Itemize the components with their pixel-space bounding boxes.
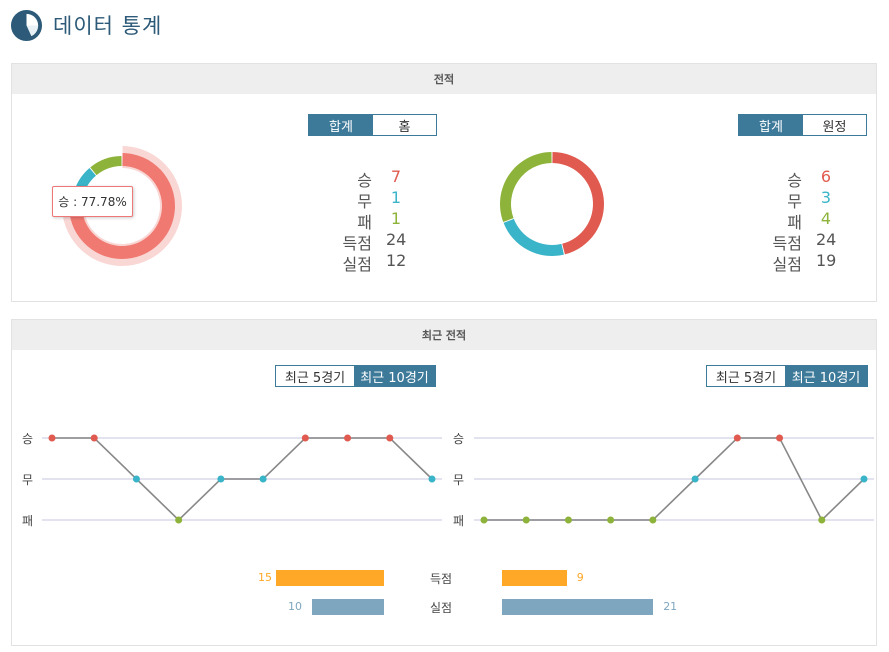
away-result-line bbox=[484, 437, 865, 522]
away-result-point[interactable] bbox=[860, 475, 868, 483]
record-panel-title: 전적 bbox=[12, 64, 876, 94]
goals-label: 득점 bbox=[430, 572, 453, 586]
chart-tooltip: 승 : 77.78% bbox=[52, 186, 133, 217]
page-title: 데이터 통계 bbox=[53, 14, 163, 38]
home-result-point[interactable] bbox=[386, 434, 394, 442]
home-result-point[interactable] bbox=[90, 434, 98, 442]
away-last5-tab[interactable]: 최근 5경기 bbox=[715, 370, 777, 386]
home-result-point[interactable] bbox=[301, 434, 309, 442]
home-stat-label: 실점 bbox=[342, 255, 372, 274]
away-stat-value: 24 bbox=[816, 230, 837, 249]
away-slice-loss[interactable] bbox=[500, 152, 552, 222]
away-result-point[interactable] bbox=[649, 516, 657, 524]
away-result-point[interactable] bbox=[607, 516, 615, 524]
away-conceded-value: 21 bbox=[663, 600, 678, 613]
home-stat-value: 12 bbox=[386, 251, 407, 270]
home-last5-tab[interactable]: 최근 5경기 bbox=[284, 370, 346, 386]
home-venue-toggle: 합계 홈 bbox=[308, 114, 437, 136]
away-total-tab[interactable]: 합계 bbox=[739, 115, 803, 135]
home-stat-label: 승 bbox=[357, 171, 372, 190]
page-header: 데이터 통계 bbox=[10, 7, 162, 43]
away-stat-label: 실점 bbox=[772, 255, 802, 274]
away-result-point[interactable] bbox=[733, 434, 741, 442]
home-conceded-bar bbox=[312, 599, 384, 615]
home-slice-loss[interactable] bbox=[90, 156, 122, 176]
home-result-point[interactable] bbox=[175, 516, 183, 524]
away-result-point[interactable] bbox=[480, 516, 488, 524]
away-stat-label: 패 bbox=[787, 213, 802, 232]
away-recent-toggle: 최근 5경기 최근 10경기 bbox=[706, 365, 868, 387]
away-result-point[interactable] bbox=[522, 516, 530, 524]
home-conceded-value: 10 bbox=[288, 600, 302, 613]
away-venue-toggle: 합계 원정 bbox=[738, 114, 867, 136]
home-venue-tab[interactable]: 홈 bbox=[398, 119, 411, 135]
home-result-point[interactable] bbox=[344, 434, 352, 442]
home-result-point[interactable] bbox=[48, 434, 56, 442]
away-result-point[interactable] bbox=[691, 475, 699, 483]
away-stat-label: 무 bbox=[787, 192, 802, 211]
home-total-tab[interactable]: 합계 bbox=[309, 115, 373, 135]
home-recent-toggle: 최근 5경기 최근 10경기 bbox=[275, 365, 436, 387]
away-stat-label: 승 bbox=[787, 171, 802, 190]
home-stat-value: 1 bbox=[390, 209, 402, 228]
home-result-point[interactable] bbox=[428, 475, 436, 483]
away-stat-value: 19 bbox=[816, 251, 837, 270]
away-stat-label: 득점 bbox=[772, 234, 802, 253]
away-venue-tab[interactable]: 원정 bbox=[822, 119, 847, 135]
away-result-point[interactable] bbox=[776, 434, 784, 442]
home-stat-value: 24 bbox=[386, 230, 407, 249]
away-result-point[interactable] bbox=[564, 516, 572, 524]
home-stat-value: 1 bbox=[390, 188, 402, 207]
record-panel: 전적 승 : 77.78% 합계 홈 승 7 무 1 패 1 득점 24 실점 12 합계 원정 … bbox=[11, 63, 877, 302]
home-result-point[interactable] bbox=[259, 475, 267, 483]
home-stat-label: 득점 bbox=[342, 234, 372, 253]
away-slice-draw[interactable] bbox=[503, 218, 564, 256]
home-goals-value: 15 bbox=[258, 571, 272, 584]
home-stat-label: 패 bbox=[357, 213, 372, 232]
away-goals-value: 9 bbox=[576, 571, 584, 584]
away-recent-line-chart bbox=[474, 434, 874, 524]
away-last10-tab[interactable]: 최근 10경기 bbox=[785, 366, 867, 386]
away-conceded-bar bbox=[502, 599, 654, 615]
home-y-label-loss: 패 bbox=[22, 514, 34, 528]
recent-panel-title: 최근 전적 bbox=[12, 320, 876, 350]
pie-chart-icon bbox=[10, 9, 43, 41]
away-stat-value: 3 bbox=[820, 188, 832, 207]
away-slice-win[interactable] bbox=[552, 152, 604, 255]
recent-panel: 최근 전적 최근 5경기 최근 10경기 최근 5경기 최근 10경기 승 무 … bbox=[11, 319, 877, 646]
away-result-point[interactable] bbox=[818, 516, 826, 524]
away-stat-value: 4 bbox=[820, 209, 832, 228]
home-stat-label: 무 bbox=[357, 192, 372, 211]
home-stat-value: 7 bbox=[390, 167, 402, 186]
away-goals-bar bbox=[502, 570, 567, 586]
home-result-point[interactable] bbox=[132, 475, 140, 483]
away-stat-value: 6 bbox=[820, 167, 832, 186]
home-result-line bbox=[52, 437, 433, 522]
home-last10-tab[interactable]: 최근 10경기 bbox=[354, 366, 435, 386]
away-y-label-draw: 무 bbox=[453, 473, 465, 487]
home-goals-bar bbox=[276, 570, 384, 586]
away-donut-chart bbox=[500, 152, 604, 256]
conceded-label: 실점 bbox=[430, 601, 453, 615]
home-y-label-win: 승 bbox=[22, 432, 34, 446]
home-result-point[interactable] bbox=[217, 475, 225, 483]
home-y-label-draw: 무 bbox=[22, 473, 34, 487]
away-y-label-win: 승 bbox=[453, 432, 465, 446]
away-y-label-loss: 패 bbox=[453, 514, 465, 528]
home-recent-line-chart bbox=[42, 434, 442, 524]
